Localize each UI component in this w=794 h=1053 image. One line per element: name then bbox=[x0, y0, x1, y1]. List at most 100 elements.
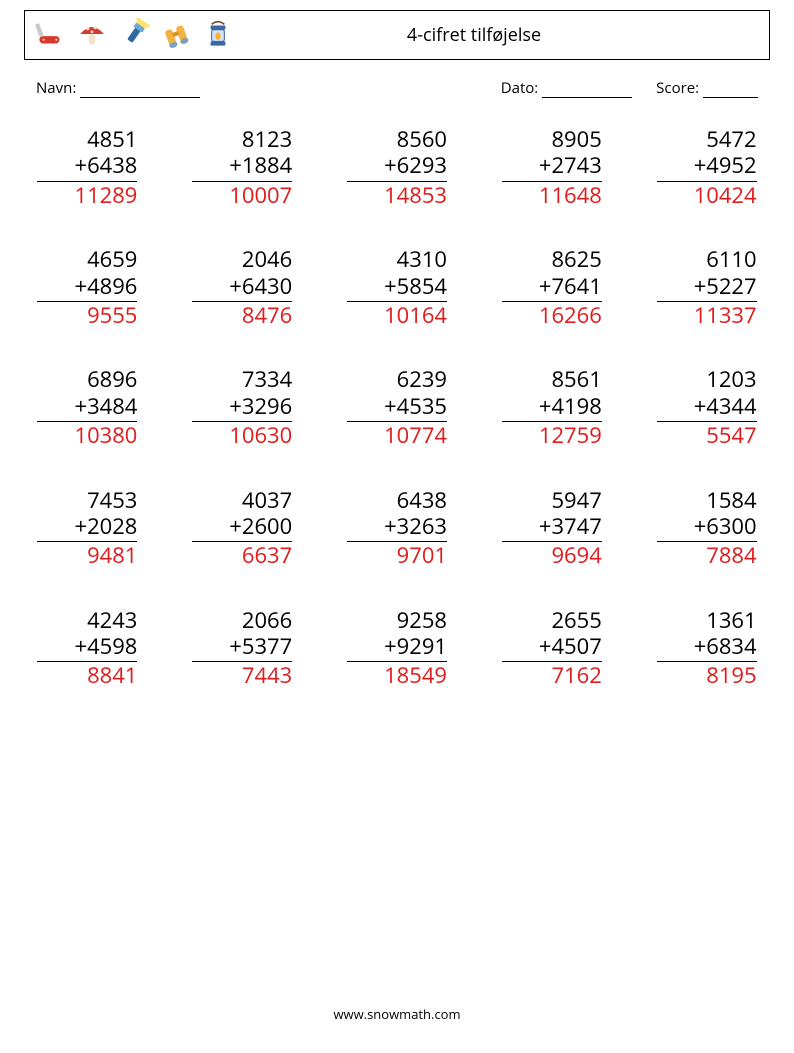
name-blank[interactable] bbox=[80, 97, 200, 98]
addend-bottom: +6438 bbox=[37, 152, 137, 181]
problem: 2066+53777443 bbox=[192, 607, 292, 689]
addend-top: 8625 bbox=[502, 246, 602, 272]
problem: 5947+37479694 bbox=[502, 487, 602, 569]
addend-top: 6239 bbox=[347, 366, 447, 392]
addend-bottom: +4344 bbox=[657, 393, 757, 422]
problem: 6896+348410380 bbox=[37, 366, 137, 448]
addend-bottom: +1884 bbox=[192, 152, 292, 181]
problem: 1203+43445547 bbox=[657, 366, 757, 448]
problem: 8560+629314853 bbox=[347, 126, 447, 208]
addend-top: 7453 bbox=[37, 487, 137, 513]
addend-bottom: +4952 bbox=[657, 152, 757, 181]
score-blank[interactable] bbox=[703, 97, 758, 98]
problem: 4243+45988841 bbox=[37, 607, 137, 689]
footer-url: www.snowmath.com bbox=[0, 1005, 794, 1023]
problem: 4310+585410164 bbox=[347, 246, 447, 328]
answer: 16266 bbox=[502, 302, 602, 328]
addend-top: 4037 bbox=[192, 487, 292, 513]
problem: 9258+929118549 bbox=[347, 607, 447, 689]
answer: 14853 bbox=[347, 182, 447, 208]
lantern-icon bbox=[201, 18, 235, 52]
problem: 2655+45077162 bbox=[502, 607, 602, 689]
name-label: Navn: bbox=[36, 78, 76, 98]
answer: 7443 bbox=[192, 662, 292, 688]
problem: 6438+32639701 bbox=[347, 487, 447, 569]
problem: 8625+764116266 bbox=[502, 246, 602, 328]
addend-bottom: +3747 bbox=[502, 513, 602, 542]
problem: 4851+643811289 bbox=[37, 126, 137, 208]
problem: 8561+419812759 bbox=[502, 366, 602, 448]
worksheet-page: 4-cifret tilføjelse Navn: Dato: Score: 4… bbox=[0, 0, 794, 1053]
header-icon-row bbox=[33, 18, 235, 52]
addend-top: 1203 bbox=[657, 366, 757, 392]
answer: 7884 bbox=[657, 542, 757, 568]
score-label: Score: bbox=[656, 78, 699, 98]
addend-top: 8561 bbox=[502, 366, 602, 392]
addend-top: 4310 bbox=[347, 246, 447, 272]
addend-bottom: +6834 bbox=[657, 633, 757, 662]
answer: 11289 bbox=[37, 182, 137, 208]
addend-bottom: +6430 bbox=[192, 273, 292, 302]
problem: 5472+495210424 bbox=[657, 126, 757, 208]
answer: 8195 bbox=[657, 662, 757, 688]
addend-bottom: +9291 bbox=[347, 633, 447, 662]
problem: 6110+522711337 bbox=[657, 246, 757, 328]
answer: 11648 bbox=[502, 182, 602, 208]
problem: 1584+63007884 bbox=[657, 487, 757, 569]
addend-top: 9258 bbox=[347, 607, 447, 633]
addend-bottom: +4198 bbox=[502, 393, 602, 422]
answer: 18549 bbox=[347, 662, 447, 688]
addend-top: 6110 bbox=[657, 246, 757, 272]
answer: 11337 bbox=[657, 302, 757, 328]
binoculars-icon bbox=[159, 18, 193, 52]
problem: 8123+188410007 bbox=[192, 126, 292, 208]
problem: 2046+64308476 bbox=[192, 246, 292, 328]
addend-top: 2046 bbox=[192, 246, 292, 272]
addend-bottom: +4535 bbox=[347, 393, 447, 422]
answer: 10164 bbox=[347, 302, 447, 328]
answer: 12759 bbox=[502, 422, 602, 448]
name-field: Navn: bbox=[36, 78, 200, 98]
addend-bottom: +7641 bbox=[502, 273, 602, 302]
problem: 4037+26006637 bbox=[192, 487, 292, 569]
addend-top: 2066 bbox=[192, 607, 292, 633]
answer: 10380 bbox=[37, 422, 137, 448]
worksheet-title: 4-cifret tilføjelse bbox=[235, 23, 761, 47]
addend-top: 2655 bbox=[502, 607, 602, 633]
addend-top: 8560 bbox=[347, 126, 447, 152]
problem-grid: 4851+643811289 8123+188410007 8560+6293148… bbox=[30, 126, 764, 689]
problem: 1361+68348195 bbox=[657, 607, 757, 689]
problem: 6239+453510774 bbox=[347, 366, 447, 448]
addend-bottom: +3263 bbox=[347, 513, 447, 542]
problem: 4659+48969555 bbox=[37, 246, 137, 328]
addend-top: 4851 bbox=[37, 126, 137, 152]
addend-bottom: +4507 bbox=[502, 633, 602, 662]
addend-top: 8905 bbox=[502, 126, 602, 152]
addend-top: 5947 bbox=[502, 487, 602, 513]
addend-bottom: +4896 bbox=[37, 273, 137, 302]
addend-top: 4243 bbox=[37, 607, 137, 633]
answer: 10630 bbox=[192, 422, 292, 448]
addend-bottom: +6300 bbox=[657, 513, 757, 542]
addend-top: 6438 bbox=[347, 487, 447, 513]
date-blank[interactable] bbox=[542, 97, 632, 98]
addend-bottom: +3296 bbox=[192, 393, 292, 422]
answer: 10774 bbox=[347, 422, 447, 448]
addend-bottom: +3484 bbox=[37, 393, 137, 422]
flashlight-icon bbox=[117, 18, 151, 52]
date-label: Dato: bbox=[501, 78, 539, 98]
pocketknife-icon bbox=[33, 18, 67, 52]
answer: 6637 bbox=[192, 542, 292, 568]
addend-bottom: +2600 bbox=[192, 513, 292, 542]
addend-bottom: +2028 bbox=[37, 513, 137, 542]
addend-top: 4659 bbox=[37, 246, 137, 272]
addend-top: 6896 bbox=[37, 366, 137, 392]
answer: 9694 bbox=[502, 542, 602, 568]
answer: 9701 bbox=[347, 542, 447, 568]
addend-bottom: +5854 bbox=[347, 273, 447, 302]
answer: 7162 bbox=[502, 662, 602, 688]
answer: 10424 bbox=[657, 182, 757, 208]
header-box: 4-cifret tilføjelse bbox=[24, 10, 770, 60]
problem: 8905+274311648 bbox=[502, 126, 602, 208]
info-row: Navn: Dato: Score: bbox=[36, 78, 758, 98]
